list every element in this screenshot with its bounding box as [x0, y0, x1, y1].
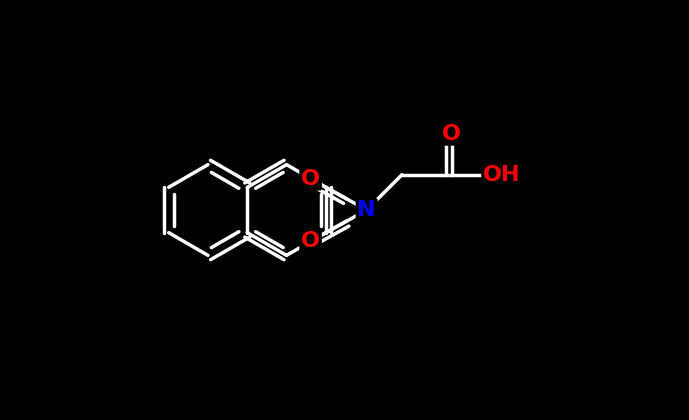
Text: O: O: [301, 231, 320, 251]
Text: N: N: [358, 200, 376, 220]
Text: O: O: [301, 169, 320, 189]
Text: OH: OH: [483, 165, 520, 185]
Text: O: O: [442, 124, 462, 144]
